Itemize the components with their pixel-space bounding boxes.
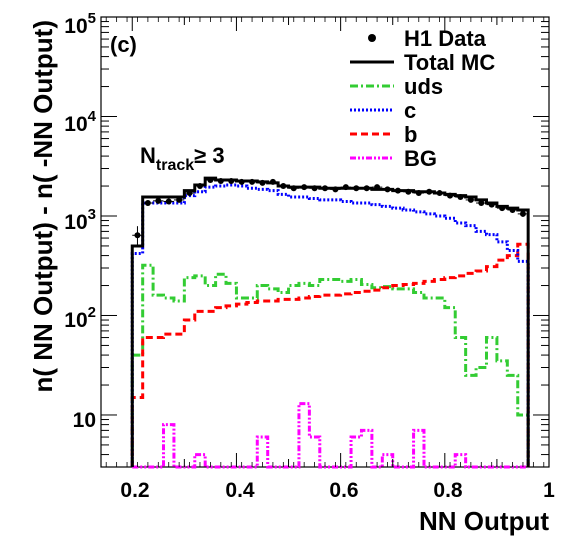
x-tick-label-0.8: 0.8 [433,479,463,502]
data-point [228,177,235,184]
data-point [467,196,474,203]
legend: H1 Data Total MC uds c b BG [350,26,495,171]
legend-label-bg: BG [404,146,437,171]
annotation-rel: ≥ 3 [194,143,224,168]
data-point [363,185,370,192]
histogram-layer [130,176,530,469]
data-point [134,232,141,239]
x-tick-label-1: 1 [543,479,555,502]
data-points-layer [132,176,529,247]
panel-label: (c) [110,32,137,57]
data-point [426,188,433,195]
legend-marker-data [368,34,376,42]
x-tick-label-0.2: 0.2 [120,479,149,502]
data-point [394,187,401,194]
data-point [290,185,297,192]
annotation-n: N [140,143,156,168]
plot-frame [100,16,550,468]
data-point [342,184,349,191]
y-tick-label-100: 102 [64,304,96,332]
data-point [144,200,151,207]
data-point [207,176,214,183]
data-point [488,201,495,208]
data-point [165,198,172,205]
y-tick-label-10: 10 [73,409,96,432]
data-point [238,178,245,185]
legend-label-uds: uds [404,74,443,99]
x-tick-label-0.4: 0.4 [225,479,255,502]
data-point [374,184,381,191]
legend-label-c: c [404,98,416,123]
data-point [155,197,162,204]
data-point [176,196,183,203]
data-point [478,200,485,207]
data-point [301,184,308,191]
data-point [259,179,266,186]
series-total-mc-hist [130,176,530,467]
data-point [384,186,391,193]
legend-label-data: H1 Data [404,26,487,51]
data-point [322,185,328,192]
data-point [332,186,339,193]
data-point [405,188,412,195]
data-point [280,183,287,190]
data-point [217,177,224,184]
y-axis-title: n( NN Output) - n( -NN Output) [28,20,58,393]
data-point [457,194,464,201]
y-tick-label-1000: 103 [64,206,96,234]
data-point [415,190,422,197]
data-point [519,210,526,217]
x-axis-title: NN Output [419,506,549,536]
y-tick-label-10000: 104 [64,108,96,136]
y-tick-label-100000: 105 [64,10,96,38]
data-point [196,183,203,190]
legend-label-b: b [404,122,417,147]
data-point [447,192,454,199]
data-point [249,178,256,185]
data-point [269,178,276,185]
data-point [311,185,318,192]
data-point [353,185,360,192]
data-point [186,190,193,197]
data-point [436,190,443,197]
x-tick-label-0.6: 0.6 [329,479,358,502]
annotation-sub: track [156,157,194,174]
series-bg-hist [132,402,529,469]
data-point [509,206,516,213]
track-annotation: Ntrack≥ 3 [140,143,225,174]
series-b-hist [130,242,530,467]
data-point [499,205,506,212]
legend-label-total-mc: Total MC [404,50,495,75]
series-c-hist [130,183,530,467]
series-uds-hist [130,263,530,467]
axis-layer [101,16,550,468]
